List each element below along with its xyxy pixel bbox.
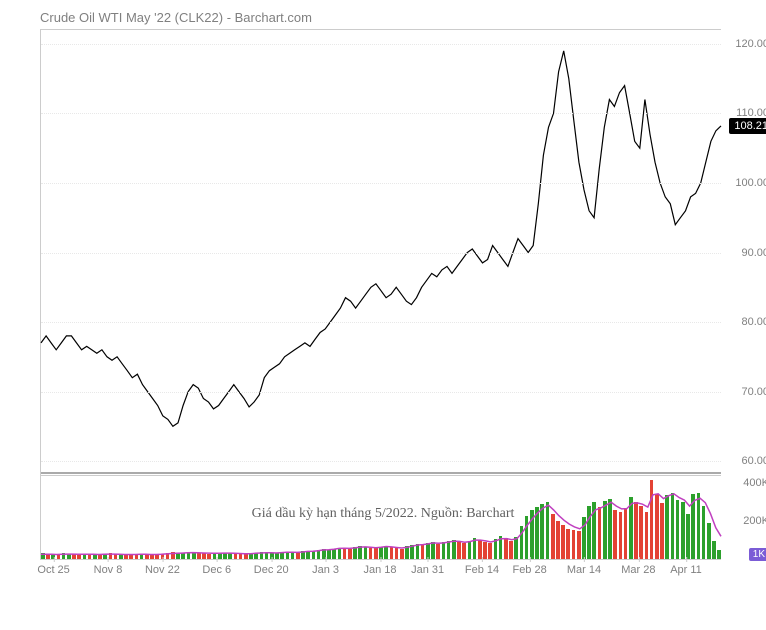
x-tick-label: Apr 11 (670, 564, 702, 576)
price-y-tick: 80.00 (724, 316, 766, 328)
price-y-tick: 60.00 (724, 455, 766, 467)
x-axis: Oct 25 Nov 8 Nov 22 Dec 6 Dec 20 Jan 3 Jan 18 J… (40, 564, 720, 584)
volume-ma-path (41, 494, 721, 555)
x-tick-label: Nov 22 (145, 564, 180, 576)
price-gridline (41, 392, 721, 393)
price-gridline (41, 253, 721, 254)
volume-ma-svg (41, 474, 721, 559)
x-tick-label: Mar 14 (567, 564, 601, 576)
price-plot-area: 60.0070.0080.0090.00100.00110.00120.00 1… (40, 29, 721, 476)
x-tick-label: Mar 28 (621, 564, 655, 576)
price-line-path (41, 51, 721, 426)
volume-y-axis: 200K 400K (724, 474, 766, 559)
x-tick-label: Jan 3 (312, 564, 339, 576)
x-tick-label: Nov 8 (94, 564, 123, 576)
price-y-tick: 100.00 (724, 177, 766, 189)
price-y-tick: 70.00 (724, 386, 766, 398)
current-volume-badge: 1K (749, 548, 766, 561)
price-gridline (41, 113, 721, 114)
price-y-tick: 120.00 (724, 38, 766, 50)
x-tick-label: Feb 14 (465, 564, 499, 576)
volume-y-tick: 200K (724, 515, 766, 527)
chart-container: Crude Oil WTI May '22 (CLK22) - Barchart… (10, 10, 756, 620)
x-tick-label: Feb 28 (512, 564, 546, 576)
x-tick-label: Jan 18 (363, 564, 396, 576)
x-tick-label: Jan 31 (411, 564, 444, 576)
x-tick-label: Oct 25 (37, 564, 69, 576)
price-gridline (41, 44, 721, 45)
price-y-tick: 90.00 (724, 247, 766, 259)
price-gridline (41, 183, 721, 184)
price-y-axis: 60.0070.0080.0090.00100.00110.00120.00 (724, 30, 766, 475)
volume-y-tick: 400K (724, 477, 766, 489)
x-tick-label: Dec 6 (202, 564, 231, 576)
volume-plot-area: 200K400K 1K (40, 474, 721, 560)
chart-title: Crude Oil WTI May '22 (CLK22) - Barchart… (40, 10, 756, 25)
price-gridline (41, 322, 721, 323)
current-price-badge: 108.21 (729, 118, 766, 134)
price-gridline (41, 461, 721, 462)
x-tick-label: Dec 20 (254, 564, 289, 576)
